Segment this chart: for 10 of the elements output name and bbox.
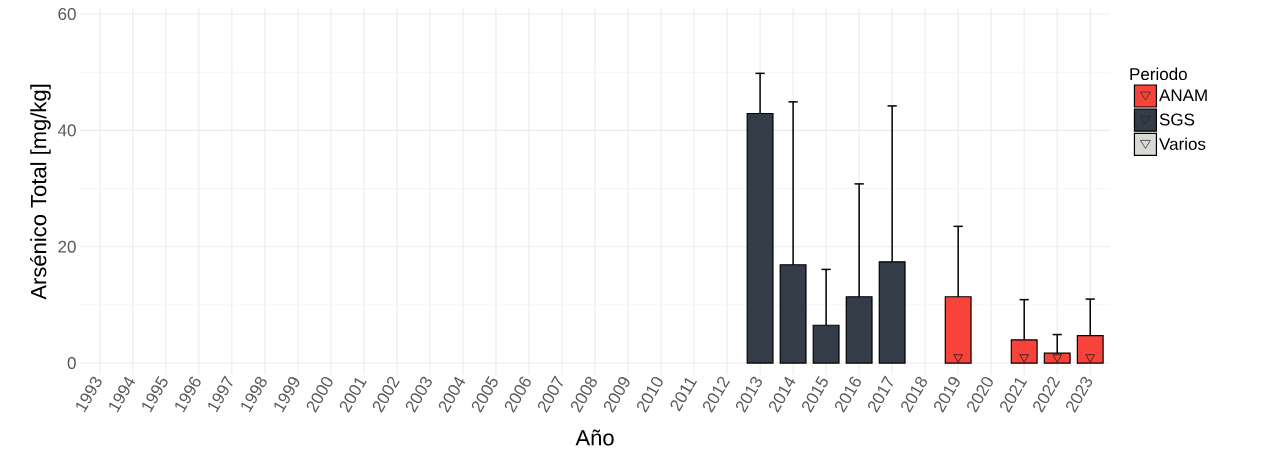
y-tick-label: 40 [57,124,76,137]
legend-label: Varios [1159,137,1206,150]
x-axis-title: Año [575,429,614,446]
legend-label: ANAM [1159,89,1207,102]
legend-label: SGS [1159,113,1195,126]
y-tick-label: 20 [58,240,76,253]
y-tick-label: 60 [58,7,76,21]
legend-title: Periodo [1130,67,1187,81]
y-axis-title: Arsénico Total [mg/kg] [29,84,51,300]
y-tick-label: 0 [67,357,76,370]
